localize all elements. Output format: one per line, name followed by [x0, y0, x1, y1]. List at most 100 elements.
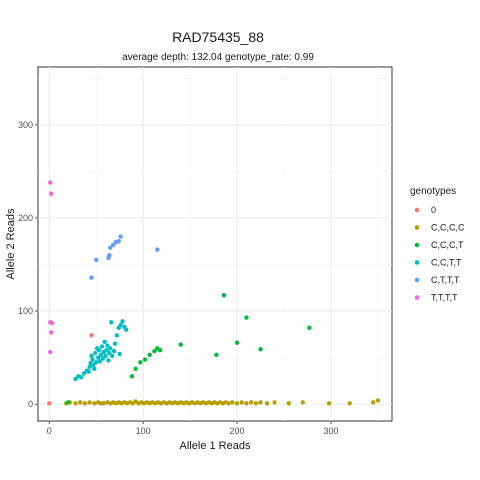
point-cccc — [87, 400, 92, 405]
legend-label: C,C,T,T — [431, 258, 462, 268]
point-cctt — [73, 376, 78, 382]
point-tttt — [48, 349, 53, 355]
point-cctt — [109, 320, 114, 325]
point-cccc — [230, 400, 235, 405]
legend-key — [414, 260, 420, 265]
x-tick-label: 200 — [230, 426, 245, 436]
point-cccc — [300, 400, 305, 405]
point-ccct — [234, 340, 240, 345]
legend-label: C,C,C,C — [431, 223, 465, 233]
point-cttt — [94, 257, 99, 263]
point-cttt — [116, 239, 121, 244]
point-cccc — [101, 401, 106, 406]
point-ccct — [152, 348, 157, 354]
point-ccct — [244, 315, 249, 320]
point-cccc — [244, 401, 249, 406]
y-tick-label: 200 — [18, 213, 33, 223]
y-tick-label: 300 — [18, 120, 33, 130]
point-cctt — [86, 369, 91, 374]
point-cccc — [375, 398, 381, 403]
point-cttt — [110, 242, 116, 248]
point-cctt — [94, 360, 99, 365]
point-cctt — [99, 344, 105, 349]
legend-label: 0 — [431, 205, 436, 215]
point-cccc — [78, 400, 83, 405]
x-tick-label: 300 — [323, 426, 338, 436]
point-cctt — [106, 358, 111, 363]
point-cttt — [118, 234, 123, 239]
point-cctt — [96, 348, 102, 353]
point-tttt — [49, 320, 55, 326]
point-0 — [89, 333, 94, 338]
point-cccc — [326, 401, 332, 406]
point-ccct — [178, 342, 183, 347]
point-0 — [47, 401, 52, 406]
point-cctt — [109, 353, 115, 358]
point-ccct — [157, 348, 163, 353]
point-cctt — [90, 357, 95, 362]
point-cccc — [253, 401, 259, 406]
point-cccc — [234, 401, 240, 406]
legend: genotypes 0 C,C,C,C C,C,C,T C,C,T,T C,T,T,T T… — [410, 186, 465, 303]
point-cctt — [117, 351, 122, 357]
point-cctt — [112, 341, 118, 346]
point-cccc — [73, 401, 78, 406]
legend-key — [414, 207, 420, 213]
legend-key — [414, 295, 420, 300]
point-cctt — [91, 362, 96, 368]
point-cctt — [105, 343, 110, 348]
point-cctt — [95, 355, 101, 360]
point-ccct — [214, 352, 219, 358]
point-cccc — [347, 401, 352, 406]
axis-ticks: 0 100 200 300 0 100 200 300 — [18, 120, 339, 436]
chart-title: RAD75435_88 — [172, 29, 264, 45]
point-cctt — [100, 356, 105, 361]
x-axis-title: Allele 1 Reads — [180, 440, 251, 452]
point-cctt — [104, 348, 109, 353]
point-cctt — [102, 339, 107, 345]
point-tttt — [48, 180, 53, 185]
y-axis-title: Allele 2 Reads — [5, 208, 17, 279]
point-cctt — [89, 353, 94, 358]
point-cctt — [87, 364, 92, 370]
point-cctt — [124, 327, 129, 332]
point-cctt — [78, 375, 84, 380]
point-cctt — [97, 359, 103, 364]
y-tick-label: 0 — [28, 399, 33, 409]
legend-label: C,T,T,T — [431, 275, 460, 285]
x-tick-label: 100 — [136, 426, 151, 436]
point-cccc — [226, 401, 231, 406]
point-cttt — [89, 275, 94, 280]
legend-label: C,C,C,T — [431, 240, 464, 250]
point-cctt — [114, 333, 120, 338]
point-cttt — [155, 247, 160, 252]
legend-key — [414, 277, 420, 283]
point-cccc — [286, 401, 291, 406]
point-cccc — [258, 400, 263, 405]
point-cctt — [108, 346, 113, 351]
point-cctt — [103, 353, 108, 358]
x-tick-label: 0 — [47, 426, 52, 436]
point-cccc — [371, 400, 376, 405]
point-cctt — [107, 350, 112, 356]
point-ccct — [138, 360, 143, 365]
chart-subtitle: average depth: 132.04 genotype_rate: 0.9… — [122, 52, 314, 63]
point-ccct — [147, 352, 152, 358]
point-ccct — [129, 374, 135, 379]
point-ccct — [307, 325, 312, 331]
point-cccc — [248, 400, 254, 405]
point-cccc — [272, 400, 277, 405]
point-ccct — [133, 366, 138, 372]
y-tick-label: 100 — [18, 306, 33, 316]
point-cctt — [118, 322, 123, 328]
point-cttt — [108, 245, 113, 250]
legend-label: T,T,T,T — [431, 293, 458, 303]
point-ccct — [65, 400, 71, 405]
point-cctt — [98, 352, 104, 358]
point-cctt — [93, 350, 98, 356]
point-cccc — [239, 400, 244, 405]
point-cctt — [120, 319, 125, 324]
point-cttt — [107, 252, 112, 258]
point-ccct — [258, 347, 263, 352]
